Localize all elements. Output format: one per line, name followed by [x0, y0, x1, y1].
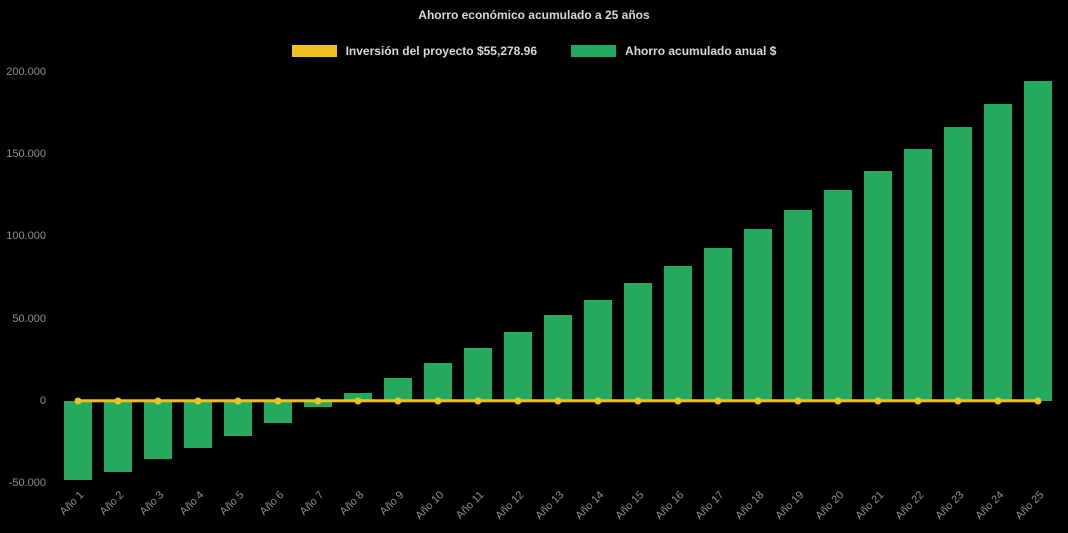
bar [944, 127, 972, 401]
line-marker-icon [914, 397, 922, 405]
x-tick-label: Año 11 [453, 489, 487, 522]
bar [904, 149, 932, 401]
x-tick-label: Año 18 [733, 489, 767, 523]
x-tick-label: Año 21 [853, 489, 887, 523]
x-tick-label: Año 25 [1013, 489, 1047, 523]
line-marker-icon [154, 397, 162, 405]
bar [64, 400, 92, 480]
plot-area [58, 72, 1058, 483]
line-marker-icon [714, 397, 722, 405]
x-tick-label: Año 19 [773, 489, 807, 523]
y-tick-label: 200.000 [6, 66, 46, 78]
line-marker-icon [194, 397, 202, 405]
legend-label-savings: Ahorro acumulado anual $ [625, 44, 777, 58]
legend-swatch-investment-icon [291, 45, 337, 57]
line-marker-icon [594, 397, 602, 405]
line-marker-icon [954, 397, 962, 405]
bar [424, 362, 452, 401]
line-marker-icon [834, 397, 842, 405]
bar [704, 247, 732, 401]
bar [544, 315, 572, 401]
legend: Inversión del proyecto $55,278.96 Ahorro… [0, 44, 1068, 58]
bar [464, 348, 492, 401]
line-marker-icon [354, 397, 362, 405]
x-tick-label: Año 16 [653, 489, 687, 523]
line-marker-icon [1034, 397, 1042, 405]
line-marker-icon [874, 397, 882, 405]
x-tick-label: Año 15 [613, 489, 647, 523]
y-tick-label: 100.000 [6, 230, 46, 243]
x-tick-label: Año 17 [693, 489, 727, 523]
x-tick-label: Año 20 [813, 489, 847, 523]
x-tick-label: Año 6 [257, 489, 287, 518]
bar [224, 400, 252, 437]
legend-label-investment: Inversión del proyecto $55,278.96 [345, 44, 538, 58]
x-tick-label: Año 12 [493, 489, 527, 523]
legend-item-savings[interactable]: Ahorro acumulado anual $ [571, 44, 776, 58]
x-tick-label: Año 13 [533, 489, 567, 523]
line-marker-icon [234, 397, 242, 405]
bar [1024, 81, 1052, 401]
x-tick-label: Año 14 [573, 489, 607, 523]
y-tick-label: 50.000 [12, 312, 46, 325]
x-tick-label: Año 8 [337, 489, 367, 518]
bar [664, 265, 692, 401]
x-tick-label: Año 24 [973, 489, 1007, 523]
line-marker-icon [114, 397, 122, 405]
bar [824, 190, 852, 401]
line-marker-icon [514, 397, 522, 405]
bar [504, 331, 532, 401]
chart-title: Ahorro económico acumulado a 25 años [418, 8, 650, 22]
x-tick-label: Año 7 [297, 489, 327, 518]
line-marker-icon [994, 397, 1002, 405]
x-tick-label: Año 3 [137, 489, 167, 518]
bar [584, 299, 612, 401]
line-marker-icon [794, 397, 802, 405]
x-tick-label: Año 22 [893, 489, 927, 523]
x-tick-label: Año 23 [933, 489, 967, 523]
line-marker-icon [554, 397, 562, 405]
y-tick-label: -50.000 [8, 477, 46, 489]
bar [104, 400, 132, 473]
line-marker-icon [314, 397, 322, 405]
line-marker-icon [474, 397, 482, 405]
line-marker-icon [74, 397, 82, 405]
x-tick-label: Año 2 [97, 489, 127, 518]
x-tick-label: Año 1 [57, 489, 87, 518]
y-tick-label: 150.000 [6, 148, 46, 161]
bar [864, 170, 892, 401]
x-tick-label: Año 10 [413, 489, 447, 523]
x-axis: Año 1 Año 2 Año 3 Año 4 Año 5 Año 6 Año 7 Año 8… [58, 487, 1058, 533]
y-axis: 200.000 150.000 100.000 50.000 0 -50.000 [0, 66, 52, 489]
line-marker-icon [754, 397, 762, 405]
line-marker-icon [394, 397, 402, 405]
y-tick-label: 0 [39, 394, 46, 407]
x-tick-label: Año 9 [377, 489, 407, 518]
x-tick-label: Año 4 [177, 489, 207, 518]
bar [744, 229, 772, 401]
bar [624, 283, 652, 401]
bar [144, 400, 172, 460]
line-marker-icon [634, 397, 642, 405]
line-marker-icon [674, 397, 682, 405]
bar [184, 400, 212, 448]
bar [984, 104, 1012, 401]
x-tick-label: Año 5 [217, 489, 247, 518]
line-marker-icon [434, 397, 442, 405]
line-marker-icon [274, 397, 282, 405]
legend-item-investment[interactable]: Inversión del proyecto $55,278.96 [291, 44, 538, 58]
legend-swatch-savings-icon [571, 45, 617, 57]
bar [784, 210, 812, 401]
